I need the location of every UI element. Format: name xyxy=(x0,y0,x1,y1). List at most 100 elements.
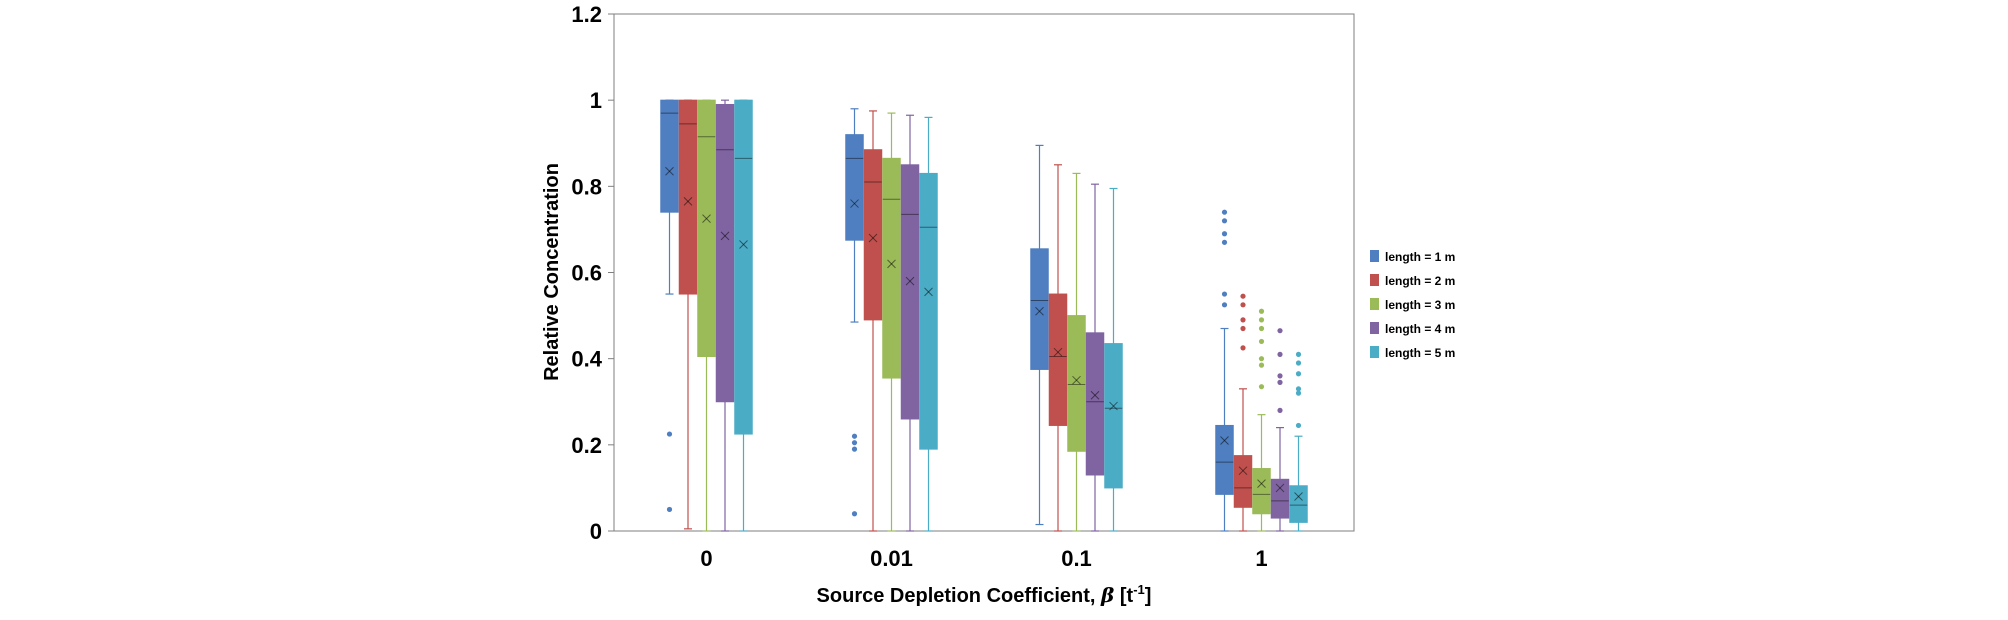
box-iqr xyxy=(1104,343,1123,489)
legend-swatch xyxy=(1370,346,1379,358)
mean-marker-b xyxy=(1257,479,1266,488)
box-iqr xyxy=(1270,478,1290,519)
mean-marker-b xyxy=(739,240,748,249)
outlier-point xyxy=(851,511,858,517)
legend-label: length = 1 m xyxy=(1385,250,1455,264)
x-axis-label: Source Depletion Coefficient, β [t-1] xyxy=(817,582,1152,607)
outlier-point xyxy=(1240,302,1246,308)
box-series xyxy=(697,99,1271,532)
box-iqr xyxy=(1030,248,1049,370)
outlier-point xyxy=(1258,317,1265,323)
x-tick-label: 0.01 xyxy=(870,546,913,571)
mean-marker-b xyxy=(1294,492,1303,501)
legend-label: length = 4 m xyxy=(1385,322,1455,336)
mean-marker-b xyxy=(850,199,859,208)
mean-marker-b xyxy=(905,276,915,286)
outlier-point xyxy=(1221,302,1228,308)
box-series xyxy=(715,99,1290,532)
outlier-point xyxy=(1277,328,1283,334)
outlier-point xyxy=(1240,325,1246,332)
legend-label: length = 3 m xyxy=(1385,298,1455,312)
outlier-point xyxy=(1258,338,1265,345)
box-iqr xyxy=(1048,293,1068,426)
mean-marker-b xyxy=(868,233,878,243)
box-iqr xyxy=(863,149,883,321)
legend-label: length = 5 m xyxy=(1385,346,1455,360)
y-tick-label: 0.2 xyxy=(571,433,602,458)
x-axis: 0 0.01 0.1 1 xyxy=(700,546,1267,571)
x-tick-label: 1 xyxy=(1255,546,1267,571)
outlier-point xyxy=(1258,384,1265,390)
box-iqr xyxy=(882,157,901,379)
outlier-point xyxy=(1258,325,1265,332)
outlier-point xyxy=(851,440,858,446)
y-tick-label: 0.8 xyxy=(571,174,602,199)
box-iqr xyxy=(1289,485,1308,523)
x-axis-label-beta: β xyxy=(1100,583,1114,607)
box-iqr xyxy=(1252,468,1271,515)
mean-marker-b xyxy=(1275,483,1285,493)
outlier-point xyxy=(1221,231,1228,237)
outlier-point xyxy=(666,506,673,513)
box-series xyxy=(734,99,1308,532)
outlier-point xyxy=(851,433,858,439)
mean-marker-b xyxy=(1053,347,1063,357)
y-tick-label: 1.2 xyxy=(571,2,602,27)
box-series xyxy=(660,99,1234,532)
mean-marker-b xyxy=(702,214,711,223)
outlier-point xyxy=(1258,356,1265,362)
mean-marker-b xyxy=(887,259,896,269)
box-series xyxy=(678,99,1253,532)
legend-swatch xyxy=(1370,274,1379,286)
box-iqr xyxy=(919,172,938,450)
y-tick-label: 0.6 xyxy=(571,261,602,286)
box-iqr xyxy=(1233,455,1253,508)
legend-label: length = 2 m xyxy=(1385,274,1455,288)
outlier-point xyxy=(1258,308,1265,314)
outlier-point xyxy=(1277,373,1283,379)
outlier-point xyxy=(1277,407,1283,413)
outlier-point xyxy=(1240,293,1246,299)
legend-swatch xyxy=(1370,322,1379,334)
box-iqr xyxy=(715,103,735,403)
mean-marker-b xyxy=(1220,436,1229,445)
x-axis-label-unit-close: ] xyxy=(1145,585,1152,607)
outlier-point xyxy=(1221,291,1228,297)
mean-marker-b xyxy=(1090,390,1100,400)
x-tick-label: 0.1 xyxy=(1061,546,1092,571)
box-iqr xyxy=(1215,424,1234,495)
outlier-point xyxy=(1277,379,1283,385)
legend: length = 1 m length = 2 m length = 3 m leng… xyxy=(1370,250,1455,360)
box-iqr xyxy=(678,99,698,295)
outlier-point xyxy=(851,446,858,452)
box-iqr xyxy=(1085,332,1105,476)
mean-marker-b xyxy=(683,197,693,206)
box-iqr xyxy=(697,99,716,358)
outlier-point xyxy=(1277,351,1283,357)
mean-marker-b xyxy=(1109,401,1118,411)
x-axis-label-unit-sup: -1 xyxy=(1133,582,1145,597)
outlier-point xyxy=(1240,317,1246,323)
y-axis: 0 0.2 0.4 0.6 0.8 1 1.2 xyxy=(571,2,614,544)
box-iqr xyxy=(1067,315,1086,452)
x-axis-label-unit-open: [t xyxy=(1114,585,1133,607)
outlier-point xyxy=(1295,422,1302,429)
mean-marker-b xyxy=(1238,466,1248,476)
outlier-point xyxy=(1221,239,1228,245)
y-tick-label: 0.4 xyxy=(571,347,602,372)
x-tick-label: 0 xyxy=(700,546,712,571)
outlier-point xyxy=(1240,345,1246,351)
mean-marker-b xyxy=(924,287,933,297)
outlier-point xyxy=(1295,360,1302,366)
x-axis-label-main: Source Depletion Coefficient, xyxy=(817,585,1101,607)
mean-marker-b xyxy=(665,166,674,176)
outlier-point xyxy=(1221,218,1228,224)
legend-swatch xyxy=(1370,298,1379,310)
box-iqr xyxy=(900,164,920,420)
outlier-point xyxy=(1295,390,1302,396)
y-tick-label: 1 xyxy=(590,88,602,113)
box-iqr xyxy=(734,99,753,435)
y-tick-label: 0 xyxy=(590,519,602,544)
outlier-point xyxy=(1221,209,1228,215)
